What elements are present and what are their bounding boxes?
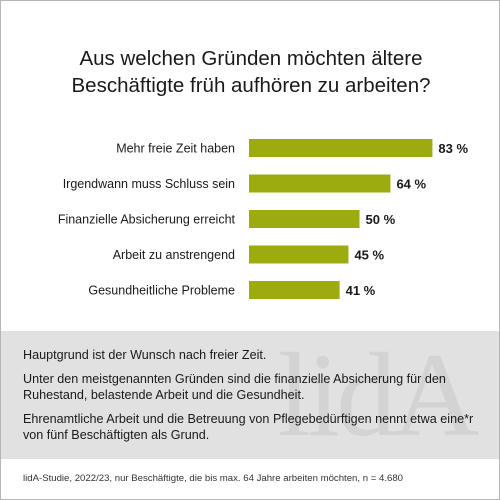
bar — [249, 210, 360, 228]
watermark-logo: lidA — [277, 331, 479, 459]
chart-title: Aus welchen Gründen möchten ältere Besch… — [41, 45, 461, 99]
summary-paragraph-2: Unter den meistgenannten Gründen sind di… — [23, 372, 446, 402]
category-label: Finanzielle Absicherung erreicht — [58, 213, 236, 227]
category-label: Arbeit zu anstrengend — [113, 248, 235, 262]
bar-value-label: 83 % — [438, 141, 468, 156]
bar — [249, 245, 349, 264]
category-label: Irgendwann muss Schluss sein — [63, 177, 235, 191]
category-label: Gesundheitliche Probleme — [88, 284, 235, 298]
bar-value-label: 45 % — [354, 248, 384, 263]
bar — [249, 139, 433, 157]
bar-value-label: 41 % — [346, 283, 376, 298]
bar — [249, 174, 391, 193]
source-note: lidA-Studie, 2022/23, nur Beschäftigte, … — [23, 473, 403, 484]
chart-title-line-1: Aus welchen Gründen möchten ältere — [79, 47, 423, 70]
chart-title-line-2: Beschäftigte früh aufhören zu arbeiten? — [71, 74, 431, 97]
category-label: Mehr freie Zeit haben — [116, 142, 235, 156]
bar-value-label: 50 % — [366, 212, 396, 227]
bar — [249, 281, 340, 299]
horizontal-bar-chart: Mehr freie Zeit haben 83 % Irgendwann muss… — [58, 139, 469, 299]
summary-box: lidA Hauptgrund ist der Wunsch nach frei… — [1, 331, 499, 459]
bar-value-label: 64 % — [396, 177, 426, 192]
summary-paragraph-3: Ehrenamtliche Arbeit und die Betreuung v… — [23, 412, 474, 442]
summary-paragraph-1: Hauptgrund ist der Wunsch nach freier Ze… — [23, 348, 267, 362]
